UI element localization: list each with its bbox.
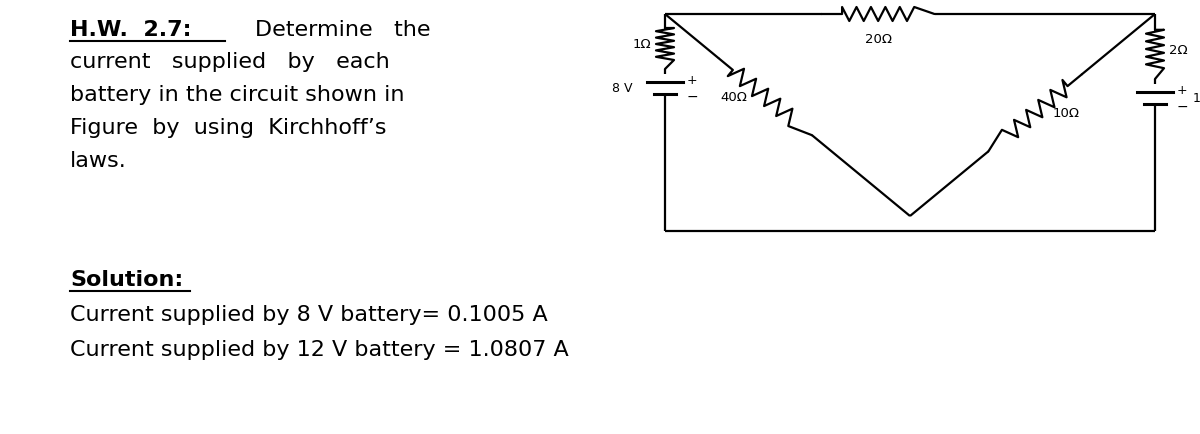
- Text: −: −: [1177, 100, 1189, 114]
- Text: laws.: laws.: [70, 151, 127, 171]
- Text: 12 V: 12 V: [1193, 92, 1200, 105]
- Text: 20Ω: 20Ω: [865, 33, 892, 46]
- Text: +: +: [1177, 84, 1188, 97]
- Text: battery in the circuit shown in: battery in the circuit shown in: [70, 85, 404, 105]
- Text: Solution:: Solution:: [70, 270, 184, 289]
- Text: 40Ω: 40Ω: [720, 91, 748, 104]
- Text: −: −: [686, 90, 698, 104]
- Text: Determine   the: Determine the: [256, 20, 431, 40]
- Text: Current supplied by 12 V battery = 1.0807 A: Current supplied by 12 V battery = 1.080…: [70, 339, 569, 359]
- Text: 2Ω: 2Ω: [1169, 43, 1188, 56]
- Text: Current supplied by 8 V battery= 0.1005 A: Current supplied by 8 V battery= 0.1005 …: [70, 304, 547, 324]
- Text: 8 V: 8 V: [612, 82, 634, 95]
- Text: current   supplied   by   each: current supplied by each: [70, 52, 390, 72]
- Text: Figure  by  using  Kirchhoff’s: Figure by using Kirchhoff’s: [70, 118, 386, 138]
- Text: H.W.  2.7:: H.W. 2.7:: [70, 20, 192, 40]
- Text: 10Ω: 10Ω: [1052, 107, 1080, 120]
- Text: +: +: [686, 74, 697, 87]
- Text: 1Ω: 1Ω: [632, 39, 650, 51]
